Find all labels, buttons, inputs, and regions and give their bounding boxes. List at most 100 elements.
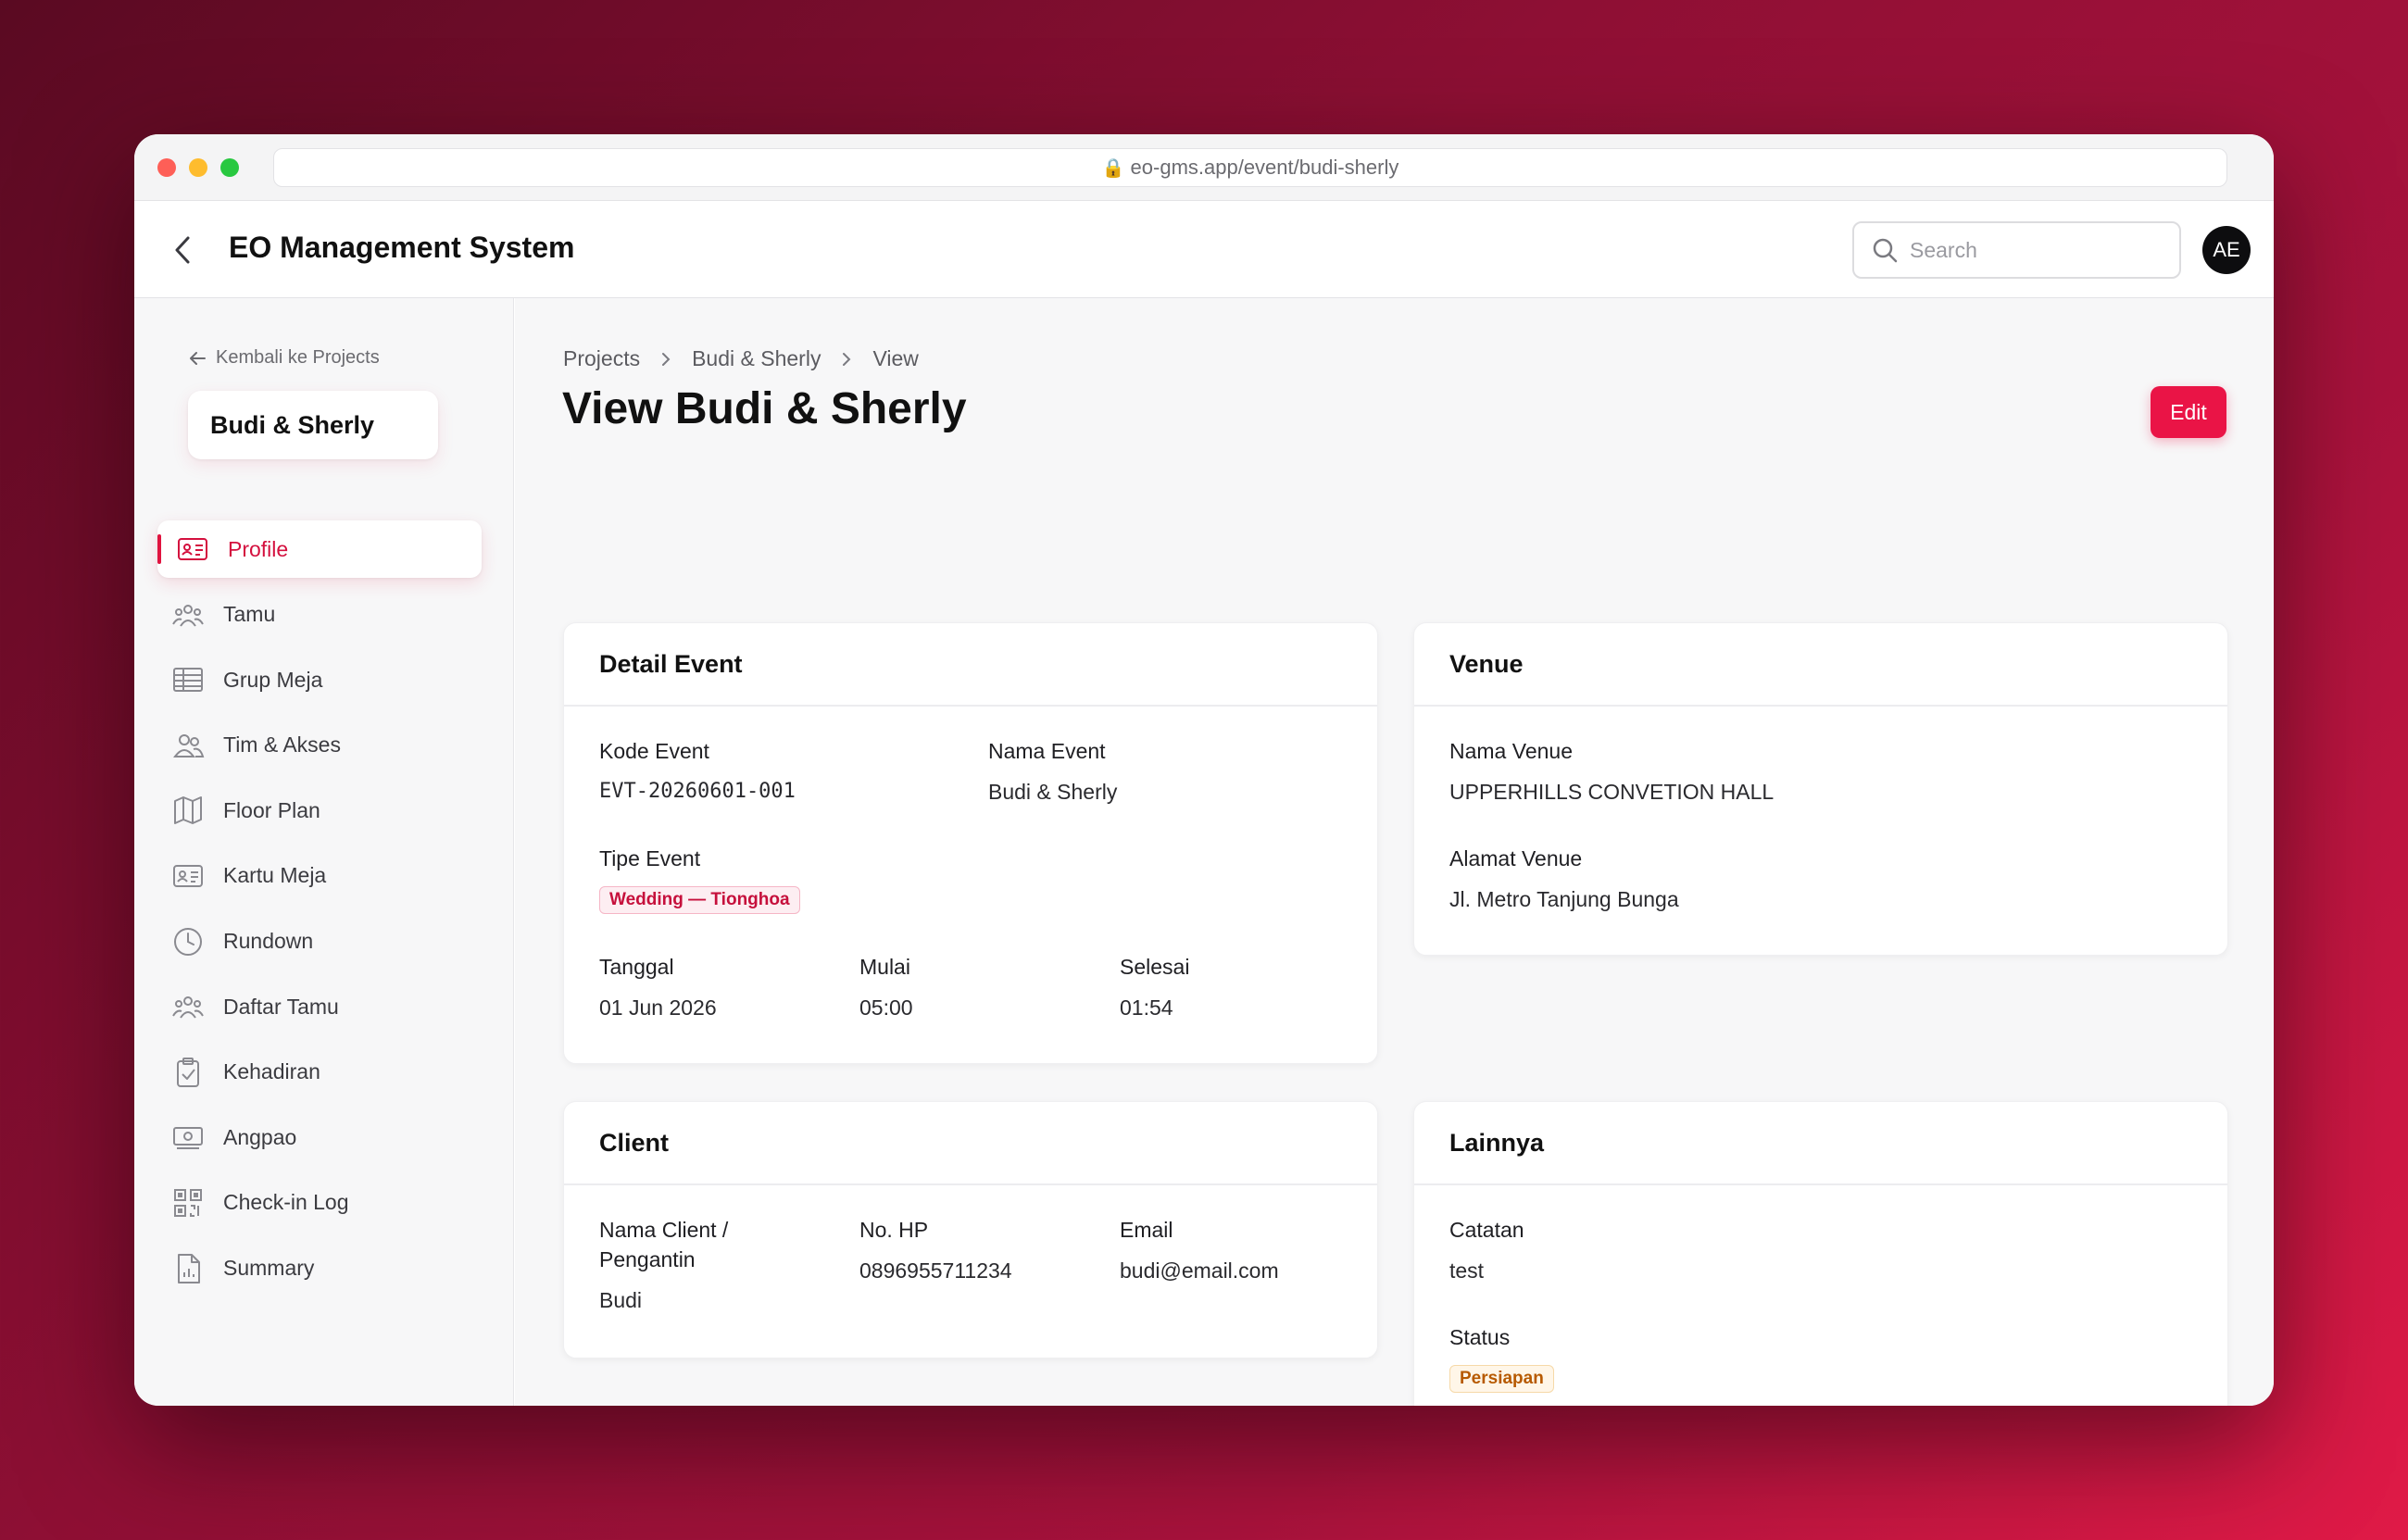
field-label: Tipe Event — [599, 846, 701, 870]
field-value: Jl. Metro Tanjung Bunga — [1449, 887, 1679, 911]
breadcrumb-view: View — [872, 346, 919, 370]
field-label: Nama Event — [988, 739, 1106, 763]
app-header: EO Management System AE — [134, 201, 2274, 298]
card-title: Client — [564, 1102, 1377, 1185]
selesai-field: Selesai 01:54 — [1120, 952, 1189, 1022]
sidebar-item-tamu[interactable]: Tamu — [157, 586, 482, 644]
clock-icon — [174, 927, 202, 956]
event-type-badge: Wedding — Tionghoa — [599, 886, 800, 914]
edit-button[interactable]: Edit — [2151, 386, 2226, 438]
sidebar-item-label: Rundown — [223, 929, 314, 954]
field-label: Kode Event — [599, 739, 709, 763]
nama-client-field: Nama Client / Pengantin Budi — [599, 1215, 728, 1315]
tipe-event-field: Tipe Event Wedding — Tionghoa — [599, 844, 800, 914]
field-value: Budi & Sherly — [988, 780, 1118, 804]
no-hp-field: No. HP 0896955711234 — [859, 1215, 1012, 1285]
maximize-window-button[interactable] — [220, 158, 239, 177]
search-input[interactable] — [1910, 237, 2160, 263]
field-value: 01 Jun 2026 — [599, 995, 717, 1020]
team-icon — [173, 733, 205, 757]
field-label: Tanggal — [599, 955, 674, 979]
chevron-left-icon — [175, 236, 190, 264]
map-icon — [174, 796, 202, 825]
sidebar-item-label: Kartu Meja — [223, 863, 327, 888]
sidebar-item-label: Floor Plan — [223, 797, 320, 822]
clipboard-check-icon — [177, 1057, 199, 1087]
sidebar-item-grup-meja[interactable]: Grup Meja — [157, 651, 482, 708]
field-label: Nama Client / Pengantin — [599, 1218, 729, 1271]
sidebar-item-floor-plan[interactable]: Floor Plan — [157, 782, 482, 839]
sidebar: Kembali ke Projects Budi & Sherly Profil… — [134, 298, 514, 1406]
app-title: EO Management System — [229, 231, 575, 264]
money-icon — [173, 1127, 203, 1150]
sidebar-item-check-in-log[interactable]: Check-in Log — [157, 1174, 482, 1232]
sidebar-item-label: Profile — [228, 536, 289, 561]
sidebar-item-label: Angpao — [223, 1124, 297, 1149]
guest-list-icon — [172, 996, 204, 1019]
sidebar-item-kehadiran[interactable]: Kehadiran — [157, 1044, 482, 1101]
field-value: EVT-20260601-001 — [599, 780, 796, 803]
catatan-field: Catatan test — [1449, 1215, 1524, 1285]
breadcrumb: Projects Budi & Sherly View — [563, 346, 919, 371]
lainnya-card: Lainnya Catatan test Status Persiapan — [1413, 1101, 2228, 1406]
sidebar-item-angpao[interactable]: Angpao — [157, 1108, 482, 1166]
arrow-left-icon — [190, 351, 206, 365]
field-label: Mulai — [859, 955, 910, 979]
mulai-field: Mulai 05:00 — [859, 952, 913, 1022]
minimize-window-button[interactable] — [189, 158, 207, 177]
sidebar-item-label: Daftar Tamu — [223, 994, 339, 1019]
sidebar-item-label: Check-in Log — [223, 1190, 349, 1215]
browser-window: 🔒 eo-gms.app/event/budi-sherly EO Manage… — [134, 134, 2274, 1406]
report-icon — [178, 1253, 200, 1283]
back-to-projects-link[interactable]: Kembali ke Projects — [188, 347, 380, 369]
status-badge: Persiapan — [1449, 1365, 1554, 1393]
sidebar-item-rundown[interactable]: Rundown — [157, 913, 482, 970]
sidebar-item-label: Kehadiran — [223, 1059, 320, 1084]
chevron-right-icon — [841, 351, 852, 368]
main-content: Projects Budi & Sherly View View Budi & … — [515, 298, 2274, 1406]
email-field: Email budi@email.com — [1120, 1215, 1279, 1285]
field-value: 0896955711234 — [859, 1258, 1012, 1283]
sidebar-nav: Profile Tamu Grup Meja Tim & Akses Floor… — [157, 520, 482, 1305]
users-icon — [172, 604, 204, 627]
sidebar-item-label: Tim & Akses — [223, 732, 341, 757]
status-field: Status Persiapan — [1449, 1322, 1554, 1393]
address-bar[interactable]: 🔒 eo-gms.app/event/budi-sherly — [273, 148, 2227, 187]
search-box[interactable] — [1852, 221, 2181, 279]
sidebar-item-daftar-tamu[interactable]: Daftar Tamu — [157, 978, 482, 1035]
search-icon — [1873, 238, 1898, 263]
page-title: View Budi & Sherly — [562, 384, 967, 433]
tanggal-field: Tanggal 01 Jun 2026 — [599, 952, 717, 1022]
project-name: Budi & Sherly — [188, 391, 438, 459]
browser-chrome: 🔒 eo-gms.app/event/budi-sherly — [134, 134, 2274, 201]
field-value: 05:00 — [859, 995, 913, 1020]
chevron-right-icon — [660, 351, 671, 368]
field-label: Selesai — [1120, 955, 1190, 979]
avatar[interactable]: AE — [2202, 226, 2251, 274]
lock-icon: 🔒 — [1101, 157, 1125, 179]
field-label: Status — [1449, 1325, 1511, 1349]
sidebar-item-summary[interactable]: Summary — [157, 1240, 482, 1297]
sidebar-item-label: Summary — [223, 1256, 315, 1281]
nama-venue-field: Nama Venue UPPERHILLS CONVETION HALL — [1449, 736, 1774, 807]
field-value: budi@email.com — [1120, 1258, 1279, 1283]
breadcrumb-project[interactable]: Budi & Sherly — [692, 346, 821, 370]
id-card-icon — [178, 538, 207, 560]
card-title: Detail Event — [564, 623, 1377, 707]
alamat-venue-field: Alamat Venue Jl. Metro Tanjung Bunga — [1449, 844, 1679, 914]
kode-event-field: Kode Event EVT-20260601-001 — [599, 736, 796, 807]
sidebar-item-kartu-meja[interactable]: Kartu Meja — [157, 847, 482, 905]
venue-card: Venue Nama Venue UPPERHILLS CONVETION HA… — [1413, 622, 2228, 956]
close-window-button[interactable] — [157, 158, 176, 177]
sidebar-item-tim-akses[interactable]: Tim & Akses — [157, 717, 482, 774]
breadcrumb-projects[interactable]: Projects — [563, 346, 641, 370]
sidebar-item-profile[interactable]: Profile — [157, 520, 482, 578]
back-button[interactable] — [169, 234, 197, 266]
qr-code-icon — [174, 1188, 202, 1217]
card-title: Lainnya — [1414, 1102, 2227, 1185]
client-card: Client Nama Client / Pengantin Budi No. H… — [563, 1101, 1378, 1358]
field-label: Email — [1120, 1218, 1173, 1242]
card-icon — [173, 864, 203, 887]
field-value: test — [1449, 1258, 1485, 1283]
field-label: Catatan — [1449, 1218, 1524, 1242]
